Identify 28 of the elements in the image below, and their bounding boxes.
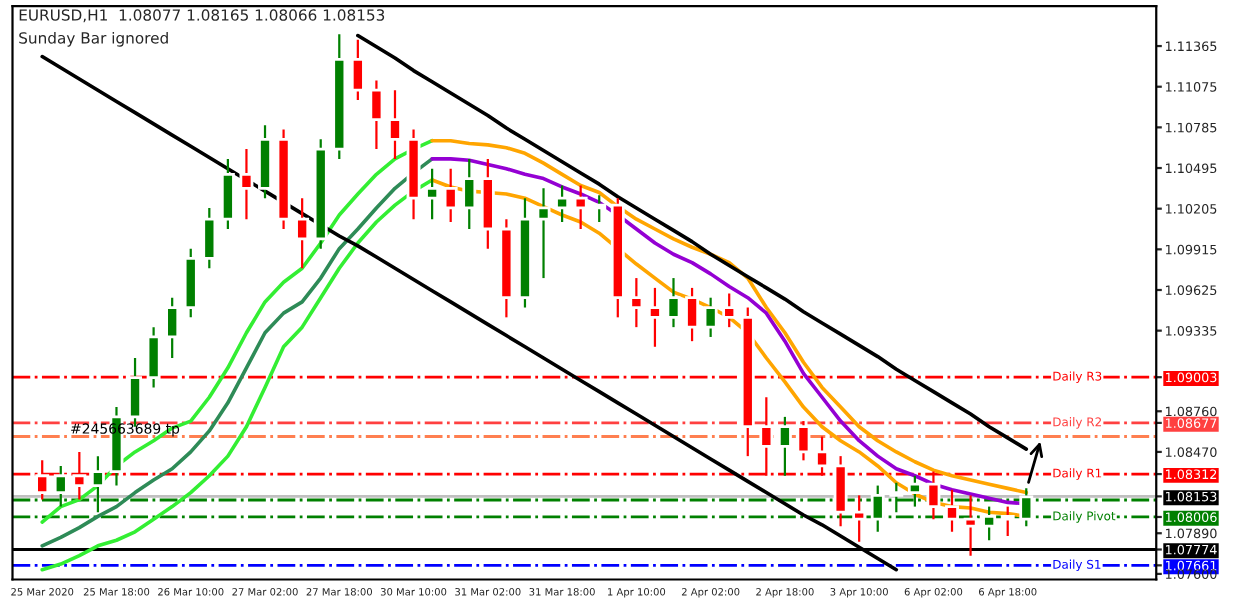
candlestick <box>666 276 681 329</box>
candlestick <box>388 89 402 161</box>
candlestick <box>592 194 607 224</box>
candlestick <box>295 197 310 270</box>
candlestick <box>146 326 161 389</box>
candlestick <box>443 167 458 224</box>
candlestick <box>165 296 180 360</box>
candlestick <box>647 286 662 348</box>
candlestick <box>350 38 365 102</box>
candlestick <box>852 494 867 543</box>
candlestick <box>220 157 235 231</box>
candlestick <box>536 187 551 280</box>
candlestick <box>722 292 737 329</box>
candlestick <box>462 157 477 231</box>
candlestick <box>573 184 588 231</box>
candlestick <box>777 415 792 477</box>
candlestick <box>239 147 254 221</box>
candlestick <box>425 167 440 221</box>
candlestick <box>369 79 384 151</box>
candlestick <box>685 286 700 343</box>
candlestick <box>555 184 570 224</box>
candlestick <box>945 488 959 533</box>
candlestick <box>963 494 978 557</box>
candlestick <box>703 296 718 339</box>
candlestick <box>202 206 217 270</box>
candlestick <box>629 276 644 329</box>
candlestick <box>796 419 811 462</box>
candlestick <box>1000 505 1015 538</box>
